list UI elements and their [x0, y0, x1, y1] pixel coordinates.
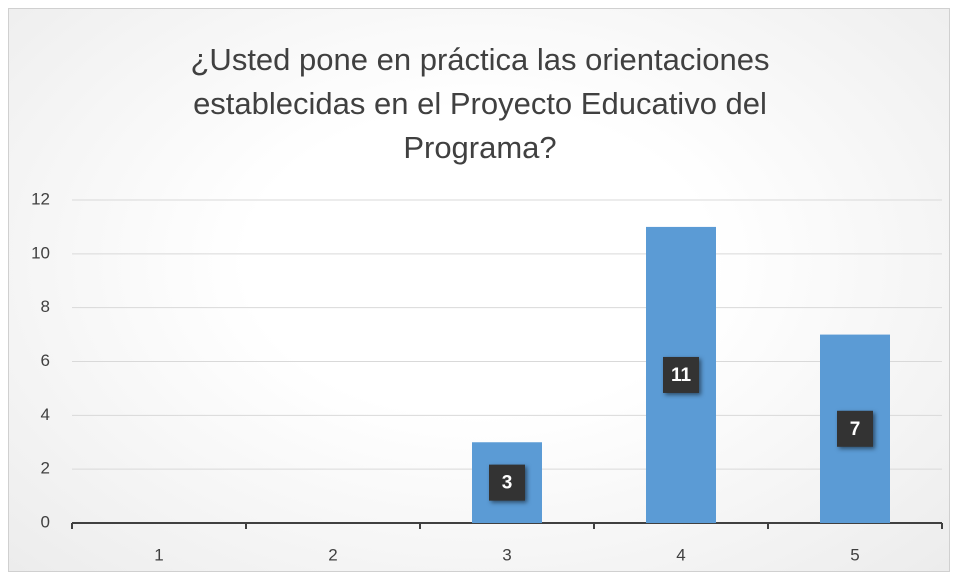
x-tick-label: 2 — [328, 545, 337, 564]
x-tick-label: 5 — [850, 545, 859, 564]
y-tick-label: 12 — [31, 189, 50, 208]
x-tick-label: 1 — [154, 545, 163, 564]
data-label-box — [837, 410, 873, 447]
y-tick-label: 6 — [41, 351, 50, 370]
y-tick-label: 10 — [31, 243, 50, 262]
y-tick-label: 2 — [41, 459, 50, 478]
y-tick-label: 8 — [41, 297, 50, 316]
y-tick-label: 4 — [41, 405, 50, 424]
x-tick-label: 4 — [676, 545, 685, 564]
data-label: 3 — [502, 473, 513, 494]
chart-title: ¿Usted pone en práctica las orientacione… — [190, 42, 770, 165]
data-label: 7 — [850, 419, 861, 440]
data-label: 11 — [671, 365, 692, 386]
data-label-box — [663, 356, 699, 393]
y-tick-label: 0 — [41, 512, 50, 531]
data-label-box — [489, 464, 525, 501]
x-tick-label: 3 — [502, 545, 511, 564]
